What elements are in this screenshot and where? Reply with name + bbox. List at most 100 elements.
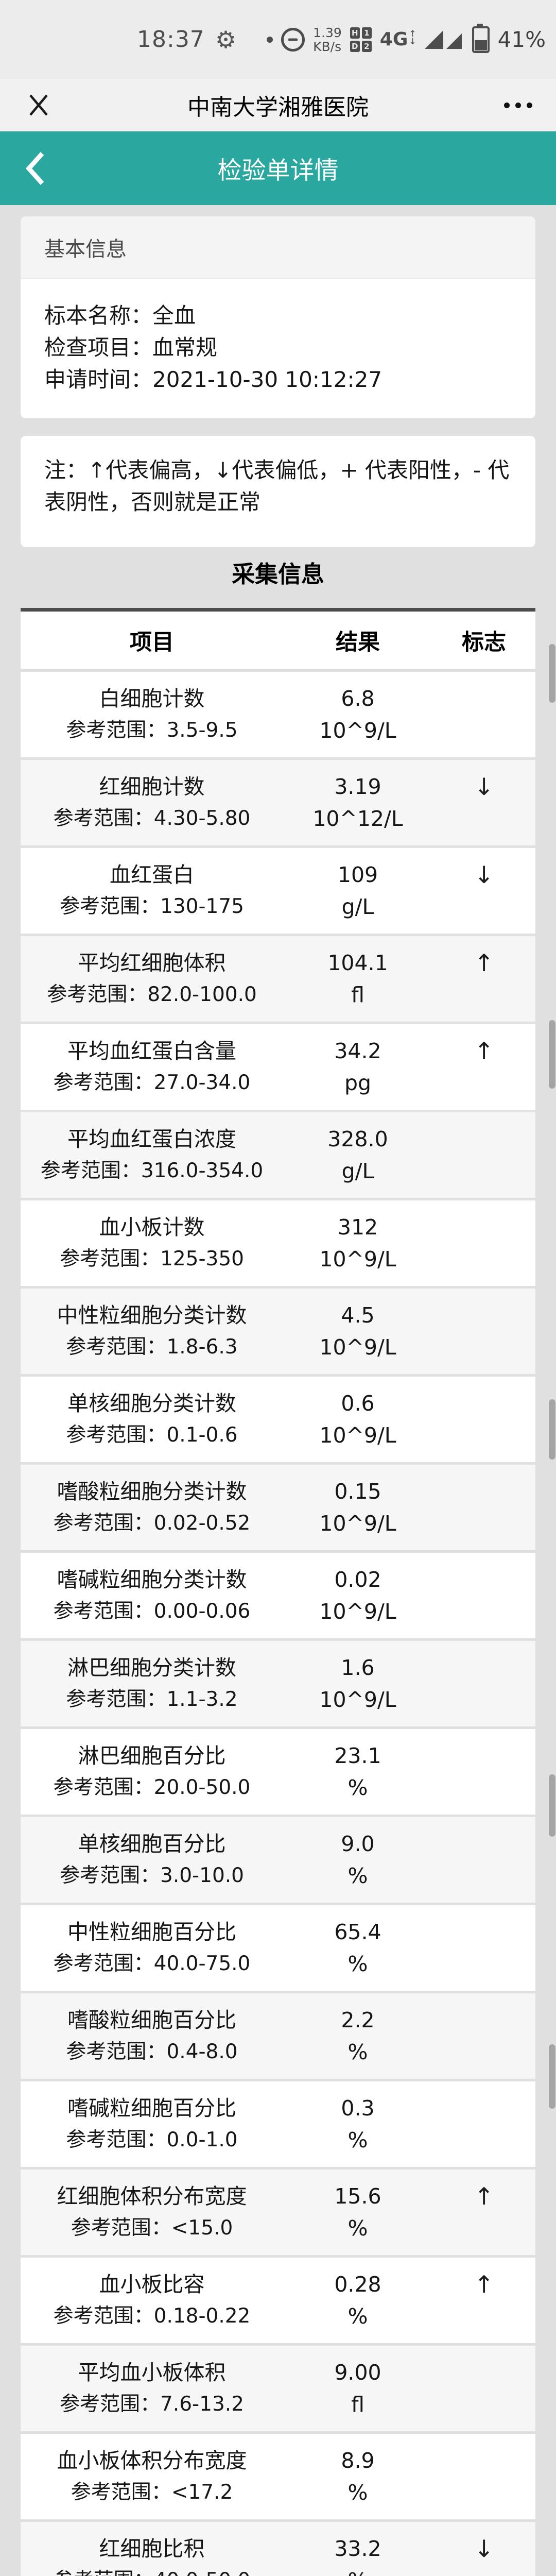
- flag-cell flag-arrow-icon: [432, 1553, 535, 1638]
- column-header-item: 项目: [130, 630, 174, 655]
- hd-d-cell: D: [350, 40, 360, 52]
- basic-info-body: 标本名称：全血 检查项目：血常规 申请时间：2021-10-30 10:12:2…: [21, 279, 535, 418]
- item-name: 血小板比容: [99, 2272, 205, 2297]
- reference-range: 参考范围：82.0-100.0: [47, 982, 257, 1007]
- scrollbar-thumb[interactable]: [549, 1774, 555, 1837]
- result-unit: 10^9/L: [319, 1423, 396, 1448]
- range-prefix: 参考范围：: [40, 1159, 141, 1182]
- item-cell: 血小板计数 参考范围：125-350: [21, 1200, 283, 1286]
- range-value: 0.00-0.06: [153, 1600, 251, 1623]
- result-cell: 0.6 10^9/L: [283, 1377, 432, 1462]
- item-name: 嗜酸粒细胞百分比: [67, 2008, 236, 2032]
- range-prefix: 参考范围：: [53, 1776, 154, 1799]
- network-type-text: 4G: [379, 28, 408, 50]
- range-prefix: 参考范围：: [53, 1952, 154, 1975]
- result-cell: 33.2 %: [283, 2522, 432, 2576]
- app-navbar: 中南大学湘雅医院: [0, 79, 556, 131]
- scrollbar-thumb[interactable]: [549, 1020, 555, 1089]
- result-unit: 10^9/L: [319, 1247, 396, 1272]
- result-unit: g/L: [341, 1159, 374, 1183]
- result-cell: 4.5 10^9/L: [283, 1289, 432, 1374]
- result-value: 6.8: [341, 686, 375, 711]
- result-cell: 109 g/L: [283, 848, 432, 934]
- page-title: 检验单详情: [217, 157, 339, 185]
- reference-range: 参考范围：40.0-50.0: [54, 2568, 251, 2576]
- table-row: 红细胞比积 参考范围：40.0-50.0 33.2 % ↓: [21, 2522, 535, 2576]
- flag-cell flag-arrow-icon: [432, 1817, 535, 1903]
- result-value: 0.02: [334, 1567, 381, 1592]
- range-prefix: 参考范围：: [53, 1512, 154, 1535]
- reference-range: 参考范围：3.5-9.5: [66, 718, 237, 743]
- item-cell: 红细胞比积 参考范围：40.0-50.0: [21, 2522, 283, 2576]
- table-row: 嗜酸粒细胞百分比 参考范围：0.4-8.0 2.2 %: [21, 1993, 535, 2079]
- range-prefix: 参考范围：: [60, 1864, 161, 1887]
- range-prefix: 参考范围：: [60, 2393, 161, 2416]
- range-value: 1.1-3.2: [166, 1688, 238, 1711]
- table-row: 单核细胞百分比 参考范围：3.0-10.0 9.0 %: [21, 1817, 535, 1903]
- reference-range: 参考范围：0.02-0.52: [54, 1511, 251, 1536]
- result-value: 3.19: [334, 774, 381, 799]
- more-menu-button[interactable]: [504, 97, 532, 113]
- results-table: 项目 结果 标志 白细胞计数 参考范围：3.5-9.5 6.8 10^9/L 红…: [21, 608, 535, 2576]
- page-header: 检验单详情: [0, 131, 556, 205]
- table-row: 嗜碱粒细胞分类计数 参考范围：0.00-0.06 0.02 10^9/L: [21, 1553, 535, 1638]
- settings-gear-icon: ⚙: [215, 25, 237, 54]
- item-name: 嗜酸粒细胞分类计数: [57, 1479, 247, 1504]
- hd-sim1-cell: 1: [361, 27, 372, 39]
- range-value: 0.0-1.0: [166, 2128, 238, 2151]
- table-row: 平均血红蛋白含量 参考范围：27.0-34.0 34.2 pg ↑: [21, 1024, 535, 1110]
- basic-info-card: 基本信息 标本名称：全血 检查项目：血常规 申请时间：2021-10-30 10…: [21, 216, 535, 418]
- close-button[interactable]: [26, 92, 51, 118]
- result-value: 1.6: [341, 1655, 375, 1680]
- item-name: 单核细胞百分比: [78, 1832, 226, 1856]
- item-cell: 血小板比容 参考范围：0.18-0.22: [21, 2258, 283, 2343]
- scrollbar-thumb[interactable]: [549, 644, 555, 703]
- result-cell: 9.00 fl: [283, 2346, 432, 2431]
- item-name: 红细胞比积: [99, 2536, 205, 2561]
- item-cell: 血红蛋白 参考范围：130-175: [21, 848, 283, 934]
- result-value: 34.2: [334, 1039, 381, 1063]
- flag-cell flag-arrow-icon: [432, 1377, 535, 1462]
- result-value: 23.1: [334, 1743, 381, 1768]
- table-row: 平均血小板体积 参考范围：7.6-13.2 9.00 fl: [21, 2346, 535, 2431]
- range-value: 0.02-0.52: [153, 1512, 251, 1535]
- flag-cell flag-arrow-icon: ↓: [474, 861, 494, 889]
- range-prefix: 参考范围：: [54, 2569, 154, 2576]
- result-cell: 104.1 fl: [283, 936, 432, 1022]
- hd-sim2-cell: 2: [361, 40, 372, 52]
- reference-range: 参考范围：1.1-3.2: [66, 1687, 237, 1712]
- result-cell: 0.3 %: [283, 2081, 432, 2167]
- range-value: 7.6-13.2: [160, 2393, 244, 2416]
- scrollbar-thumb[interactable]: [549, 1399, 555, 1460]
- range-value: 316.0-354.0: [141, 1159, 264, 1182]
- range-value: 130-175: [160, 895, 244, 918]
- range-value: 0.4-8.0: [166, 2040, 238, 2063]
- range-value: 3.5-9.5: [166, 719, 238, 742]
- result-cell: 312 10^9/L: [283, 1200, 432, 1286]
- item-cell: 嗜酸粒细胞百分比 参考范围：0.4-8.0: [21, 1993, 283, 2079]
- signal-sim1-triangle-icon: [424, 30, 443, 49]
- range-prefix: 参考范围：: [53, 1071, 154, 1094]
- item-cell: 嗜碱粒细胞百分比 参考范围：0.0-1.0: [21, 2081, 283, 2167]
- item-cell: 中性粒细胞分类计数 参考范围：1.8-6.3: [21, 1289, 283, 1374]
- result-unit: %: [348, 2128, 368, 2153]
- result-value: 328.0: [327, 1127, 388, 1151]
- network-type-indicator: 4G ↑ ↓: [379, 28, 416, 50]
- status-bar: 18:37 ⚙ 1.39 KB/s H 1 D 2 4G ↑ ↓ 41%: [0, 0, 556, 79]
- item-name: 嗜碱粒细胞分类计数: [57, 1567, 247, 1592]
- result-unit: 10^9/L: [319, 1687, 396, 1712]
- specimen-name-line: 标本名称：全血: [44, 303, 196, 328]
- reference-range: 参考范围：<17.2: [71, 2480, 233, 2505]
- result-value: 312: [337, 1215, 378, 1240]
- flag-cell flag-arrow-icon: ↑: [474, 1037, 494, 1065]
- network-speed: 1.39 KB/s: [313, 26, 342, 54]
- result-unit: 10^9/L: [319, 1599, 396, 1624]
- back-button[interactable]: [24, 150, 47, 187]
- result-cell: 328.0 g/L: [283, 1112, 432, 1198]
- result-unit: %: [348, 2480, 368, 2505]
- result-cell: 9.0 %: [283, 1817, 432, 1903]
- item-cell: 淋巴细胞百分比 参考范围：20.0-50.0: [21, 1729, 283, 1815]
- table-row: 血小板计数 参考范围：125-350 312 10^9/L: [21, 1200, 535, 1286]
- scrollbar-thumb[interactable]: [549, 2044, 555, 2109]
- item-name: 中性粒细胞分类计数: [57, 1303, 247, 1328]
